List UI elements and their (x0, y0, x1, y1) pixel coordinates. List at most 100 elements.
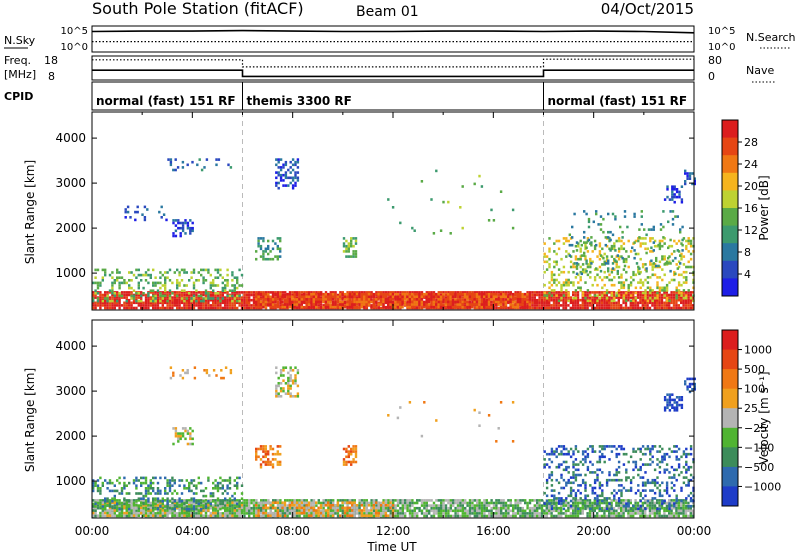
power-cell (264, 291, 268, 294)
velocity-cell (687, 506, 690, 510)
power-cell (684, 301, 688, 305)
velocity-cell (291, 509, 294, 513)
power-cell (255, 305, 258, 309)
power-cell (574, 298, 577, 302)
power-cell (399, 300, 402, 304)
power-cell (591, 298, 594, 302)
power-cell (608, 278, 611, 282)
power-cell (104, 293, 107, 297)
power-cell (677, 281, 681, 284)
velocity-cell (444, 506, 448, 510)
power-cell (262, 255, 265, 258)
power-cell (519, 292, 522, 296)
power-cell (252, 304, 256, 307)
power-cell (617, 298, 620, 302)
velocity-cell (665, 509, 668, 513)
power-cell (430, 303, 433, 306)
velocity-cell (365, 499, 368, 502)
velocity-cell (495, 499, 498, 502)
power-cell (565, 250, 568, 253)
velocity-cell (665, 501, 668, 505)
velocity-cell (632, 512, 635, 515)
velocity-cell (514, 512, 517, 515)
power-cell (140, 279, 143, 282)
power-cell (391, 206, 395, 209)
velocity-cell (176, 512, 179, 515)
power-cell (108, 289, 112, 292)
velocity-cell (341, 499, 344, 502)
velocity-cell (476, 504, 479, 507)
power-cell (195, 296, 198, 299)
power-cell (267, 292, 270, 296)
power-cell (651, 289, 654, 292)
velocity-cell (526, 512, 529, 515)
power-cell (636, 301, 640, 305)
power-cell (639, 296, 642, 299)
power-cell (96, 281, 100, 285)
power-cell (178, 291, 181, 294)
velocity-cell (125, 506, 128, 510)
velocity-cell (209, 499, 212, 502)
power-cell (274, 292, 277, 296)
power-cell (610, 255, 614, 258)
power-cell (228, 294, 232, 298)
power-cell (644, 237, 647, 240)
velocity-cell (524, 499, 527, 502)
power-cell (312, 298, 315, 301)
power-cell (269, 291, 272, 294)
power-cell (282, 179, 285, 182)
power-cell (675, 195, 679, 199)
velocity-cell (147, 514, 150, 518)
power-cell (334, 305, 337, 309)
velocity-cell (432, 509, 436, 513)
velocity-cell (480, 501, 484, 505)
velocity-cell (120, 514, 124, 518)
velocity-cell (159, 509, 162, 513)
velocity-cell (243, 514, 246, 518)
power-cell (680, 198, 684, 201)
velocity-cell (519, 512, 522, 515)
power-cell (644, 289, 647, 292)
power-cell (116, 268, 119, 272)
power-cell (560, 293, 563, 297)
velocity-cell (382, 514, 385, 518)
power-cell (600, 306, 604, 310)
power-cell (375, 292, 378, 296)
power-cell (185, 293, 188, 297)
power-cell (624, 304, 628, 307)
power-cell (176, 279, 179, 282)
power-cell (485, 305, 488, 309)
power-cell (370, 292, 373, 296)
power-cell (168, 301, 172, 305)
velocity-cell (324, 512, 328, 515)
velocity-cell (130, 509, 133, 512)
power-cell (118, 284, 121, 287)
power-cell (641, 263, 645, 266)
power-cell (408, 305, 411, 309)
power-cell (202, 291, 205, 294)
velocity-cell (574, 499, 577, 502)
power-cell (511, 298, 515, 301)
power-cell (629, 281, 633, 284)
power-cell (185, 301, 188, 305)
power-cell (190, 306, 193, 310)
power-cell (605, 293, 608, 297)
power-cell (231, 296, 234, 299)
power-cell (454, 304, 457, 307)
power-cell (372, 292, 375, 296)
power-cell (406, 295, 409, 299)
power-cell (94, 293, 97, 297)
power-cell (250, 293, 253, 297)
power-cell (545, 294, 549, 297)
power-cell (257, 303, 260, 306)
velocity-cell (677, 509, 680, 513)
velocity-cell (300, 499, 304, 502)
velocity-cell (670, 512, 673, 515)
power-cell (577, 263, 580, 266)
power-cell (653, 304, 656, 307)
power-cell (101, 279, 104, 282)
velocity-cell (406, 504, 409, 507)
power-cell (584, 298, 587, 302)
power-cell (360, 291, 364, 294)
power-cell (608, 296, 611, 299)
